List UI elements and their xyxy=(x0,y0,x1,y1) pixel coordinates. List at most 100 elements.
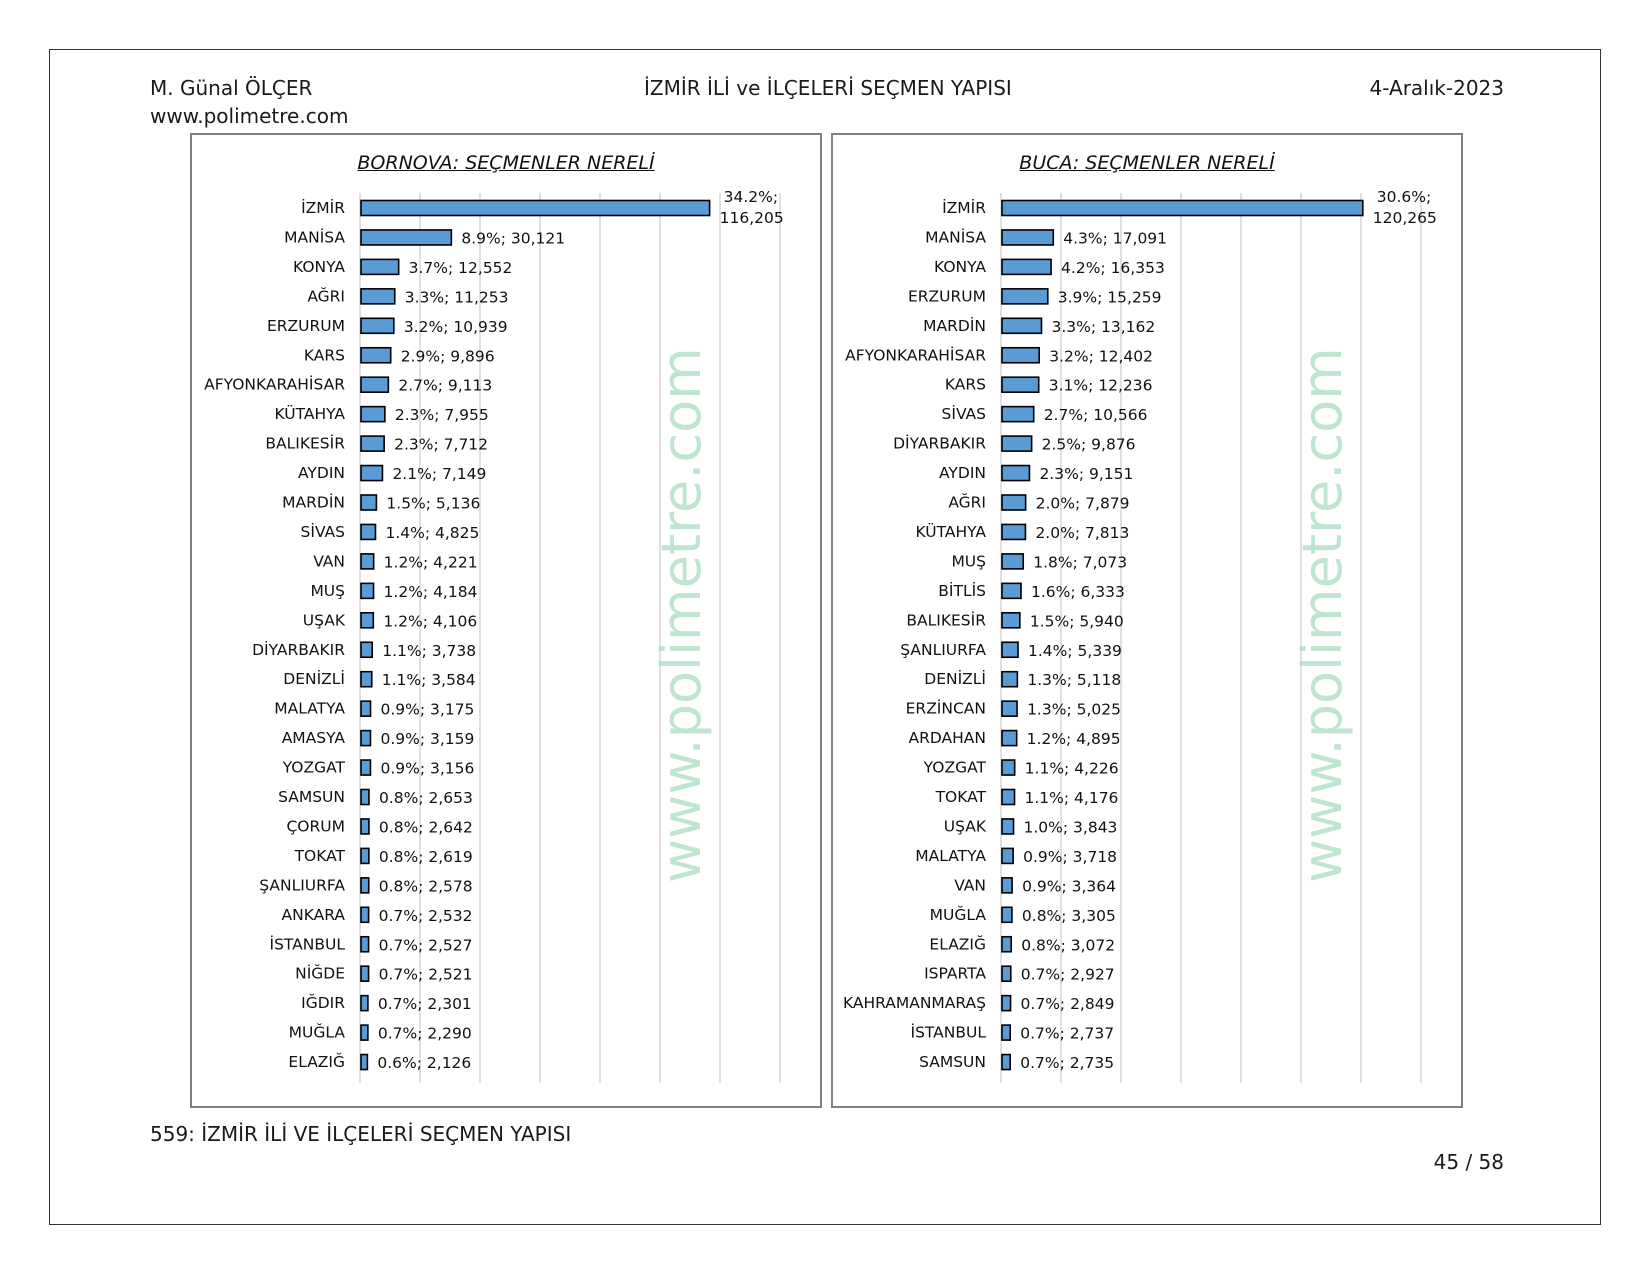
bornova-bar-di-yarbakir xyxy=(360,641,374,659)
buca-data-label: 1.2%; 4,895 xyxy=(1027,730,1121,748)
buca-bar-van xyxy=(1001,877,1013,894)
buca-bar-bi-tli-s xyxy=(1001,582,1022,600)
bornova-category-label: IĞDIR xyxy=(301,993,345,1012)
buca-category-label: BALIKESİR xyxy=(906,610,986,629)
buca-category-label: SİVAS xyxy=(942,404,986,423)
bornova-category-label: MALATYA xyxy=(274,700,345,718)
buca-data-label: 3.3%; 13,162 xyxy=(1051,318,1155,336)
buca-chart-svg: İZMİR 30.6%; 120,265 MANİSA 4.3%; 17,091 KONY… xyxy=(843,188,1437,1083)
buca-data-label: 3.2%; 12,402 xyxy=(1049,347,1153,365)
buca-data-label: 0.7%; 2,735 xyxy=(1020,1054,1114,1072)
buca-category-label: AĞRI xyxy=(948,493,986,512)
buca-category-label: KAHRAMANMARAŞ xyxy=(843,994,986,1012)
bornova-bar-deni-zli xyxy=(360,670,373,688)
buca-bar-ardahan xyxy=(1001,729,1018,747)
buca-data-label: 1.8%; 7,073 xyxy=(1033,553,1127,571)
buca-category-label: DİYARBAKIR xyxy=(893,434,986,453)
buca-bar-afyonkarahi-sar xyxy=(1001,346,1041,364)
bornova-data-label: 1.2%; 4,221 xyxy=(384,553,478,571)
bornova-category-label: AĞRI xyxy=(307,286,345,305)
bornova-data-label: 3.2%; 10,939 xyxy=(404,318,508,336)
bornova-watermark: www.polimetre.com xyxy=(650,347,713,883)
buca-category-label: VAN xyxy=(954,876,986,894)
bornova-bar-ni-g-de xyxy=(360,965,370,983)
bornova-data-label: 1.2%; 4,106 xyxy=(383,612,477,630)
bornova-bar-konya xyxy=(360,258,400,276)
bornova-category-label: ANKARA xyxy=(282,906,346,924)
buca-bar-erzurum xyxy=(1001,288,1049,305)
buca-category-label: MANİSA xyxy=(925,227,986,246)
buca-bar-mus xyxy=(1001,553,1025,570)
buca-bar-us-ak xyxy=(1001,818,1015,835)
bornova-category-label: İZMİR xyxy=(301,198,345,217)
bornova-bar-malatya xyxy=(360,700,372,717)
buca-data-label: 0.8%; 3,305 xyxy=(1022,907,1116,925)
buca-data-label: 1.1%; 4,226 xyxy=(1025,760,1119,778)
bornova-data-label: 1.1%; 3,584 xyxy=(382,671,476,689)
buca-category-label: ARDAHAN xyxy=(909,729,987,747)
bornova-bar-amasya xyxy=(360,729,372,747)
buca-data-label: 2.5%; 9,876 xyxy=(1042,436,1136,454)
buca-category-label: ISPARTA xyxy=(924,965,986,983)
buca-category-label: YOZGAT xyxy=(923,759,987,777)
report-date: 4-Aralık-2023 xyxy=(1369,76,1504,100)
bornova-category-label: SAMSUN xyxy=(278,788,345,806)
buca-data-label: 3.9%; 15,259 xyxy=(1058,288,1162,306)
buca-category-label: ERZURUM xyxy=(908,287,986,305)
bornova-category-label: MARDİN xyxy=(282,493,345,512)
buca-category-label: MUŞ xyxy=(951,552,986,570)
buca-data-label: 2.0%; 7,813 xyxy=(1035,524,1129,542)
buca-category-label: AYDIN xyxy=(939,464,986,482)
buca-category-label: İSTANBUL xyxy=(911,1023,987,1042)
bornova-category-label: DİYARBAKIR xyxy=(252,640,345,659)
bornova-bar-si-vas xyxy=(360,523,377,541)
bornova-bar-mardi-n xyxy=(360,494,378,511)
buca-data-label: 30.6%; xyxy=(1377,188,1431,206)
bornova-bar-i-zmi-r xyxy=(360,199,711,217)
buca-chart-title: BUCA: SEÇMENLER NERELİ xyxy=(1019,152,1275,174)
bornova-bar-yozgat xyxy=(360,759,372,776)
bornova-data-label: 1.2%; 4,184 xyxy=(384,583,478,601)
bornova-data-label: 0.7%; 2,527 xyxy=(379,936,473,954)
bornova-bar-aydin xyxy=(360,464,384,482)
buca-category-label: MALATYA xyxy=(915,847,986,865)
buca-category-label: BİTLİS xyxy=(938,581,986,600)
bornova-data-label: 0.7%; 2,301 xyxy=(378,995,472,1013)
buca-bar-di-yarbakir xyxy=(1001,435,1033,452)
bornova-data-label: 0.8%; 2,619 xyxy=(379,848,473,866)
bornova-category-label: MUĞLA xyxy=(289,1023,346,1042)
buca-bar-deni-zli xyxy=(1001,670,1019,688)
buca-watermark: www.polimetre.com xyxy=(1291,347,1354,883)
bornova-category-label: AYDIN xyxy=(298,464,345,482)
buca-data-label: 120,265 xyxy=(1373,209,1437,227)
buca-bar-malatya xyxy=(1001,847,1014,865)
buca-data-label: 1.3%; 5,118 xyxy=(1027,671,1121,689)
buca-bar-isparta xyxy=(1001,965,1012,983)
website-link[interactable]: www.polimetre.com xyxy=(150,104,349,128)
bornova-category-label: MUŞ xyxy=(310,582,345,600)
buca-data-label: 1.5%; 5,940 xyxy=(1030,612,1124,630)
buca-bar-elazig xyxy=(1001,935,1013,953)
buca-data-label: 1.1%; 4,176 xyxy=(1025,789,1119,807)
buca-bar-kahramanmaras xyxy=(1001,994,1012,1012)
bornova-bar-balikesi-r xyxy=(360,435,385,452)
buca-category-label: AFYONKARAHİSAR xyxy=(845,345,986,364)
bornova-category-label: ŞANLIURFA xyxy=(259,876,345,894)
buca-bar-aydin xyxy=(1001,464,1031,482)
bornova-category-label: AMASYA xyxy=(282,729,346,747)
buca-category-label: MUĞLA xyxy=(930,905,987,924)
bornova-data-label: 1.4%; 4,825 xyxy=(385,524,479,542)
bornova-category-label: TOKAT xyxy=(294,847,346,865)
page-title: İZMİR İLİ ve İLÇELERİ SEÇMEN YAPISI xyxy=(644,76,1012,100)
buca-bar-tokat xyxy=(1001,788,1016,806)
buca-data-label: 1.4%; 5,339 xyxy=(1028,642,1122,660)
bornova-bar-kars xyxy=(360,346,392,364)
bornova-data-label: 0.7%; 2,290 xyxy=(378,1025,472,1043)
buca-data-label: 2.0%; 7,879 xyxy=(1036,495,1130,513)
bornova-bar-i-stanbul xyxy=(360,935,370,953)
bornova-category-label: İSTANBUL xyxy=(270,934,346,953)
bornova-bar-ig-dir xyxy=(360,994,369,1012)
bornova-category-label: YOZGAT xyxy=(282,759,346,777)
bornova-bar-mus xyxy=(360,582,375,600)
buca-bar-mardi-n xyxy=(1001,317,1043,335)
